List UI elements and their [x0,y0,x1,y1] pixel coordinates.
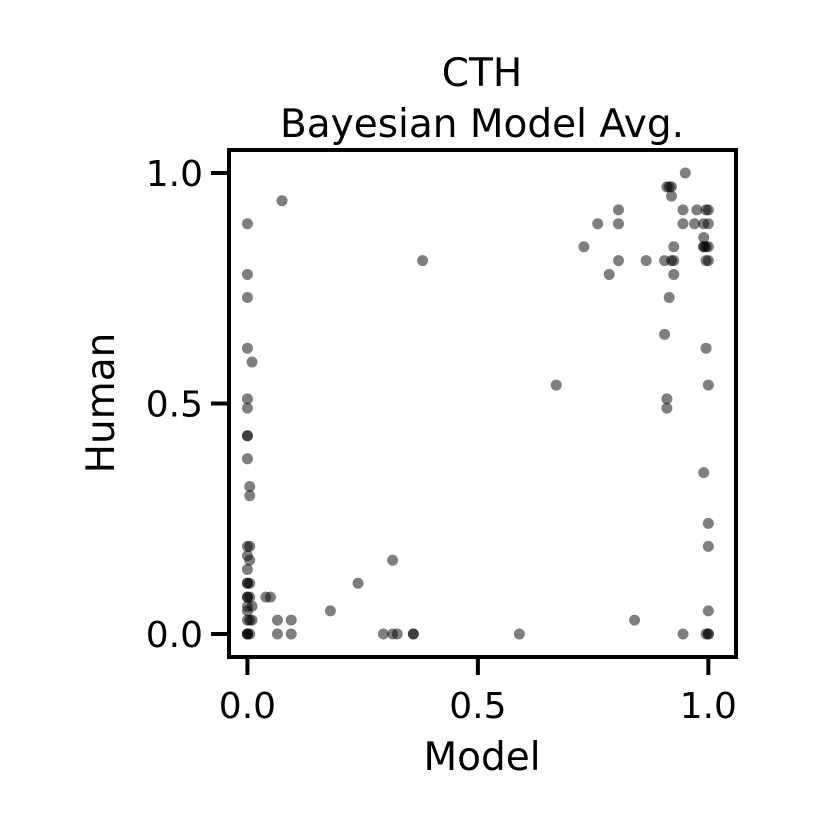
data-point [246,614,258,626]
data-point [285,614,297,626]
data-point [612,218,624,230]
data-point [702,517,714,529]
chart-subtitle: Bayesian Model Avg. [280,102,684,147]
data-point [241,628,253,640]
data-point [702,540,714,552]
data-point [513,628,525,640]
data-point [352,577,364,589]
data-point [677,204,689,216]
data-point [702,379,714,391]
data-point [324,605,336,617]
data-point [285,628,297,640]
data-point [578,241,590,253]
data-point [276,195,288,207]
data-point [241,591,253,603]
data-point [665,190,677,202]
data-point [702,255,714,267]
data-point [271,628,283,640]
data-point [387,554,399,566]
data-point [246,356,258,368]
y-tick-label: 1.0 [146,154,203,195]
data-point [603,268,615,280]
chart-title: CTH [442,51,522,96]
data-point [244,554,256,566]
x-axis-label: Model [423,735,540,780]
data-point [702,218,714,230]
y-tick-label: 0.0 [146,615,203,656]
data-point [241,342,253,354]
plot-frame [227,148,738,659]
data-point [668,268,680,280]
data-point [241,563,253,575]
data-point [668,241,680,253]
data-point [702,605,714,617]
data-point [668,255,680,267]
data-point [677,628,689,640]
data-point [659,328,671,340]
data-point [391,628,403,640]
data-point [241,577,253,589]
data-point [417,255,429,267]
x-tick-label: 1.0 [680,686,737,727]
y-axis-label: Human [79,333,124,474]
data-point [241,402,253,414]
data-point [698,467,710,479]
data-point [241,430,253,442]
data-point [700,204,712,216]
data-points [241,167,714,640]
data-point [665,181,677,193]
data-point [377,628,389,640]
data-point [677,218,689,230]
data-point [689,218,701,230]
data-point [702,628,714,640]
data-point [629,614,641,626]
data-point [612,255,624,267]
data-point [244,480,256,492]
data-point [700,342,712,354]
x-tick-label: 0.5 [449,686,506,727]
data-point [244,540,256,552]
data-point [241,393,253,405]
y-tick-label: 0.5 [146,385,203,426]
data-point [241,453,253,465]
data-point [679,167,691,179]
data-point [702,241,714,253]
data-point [264,591,276,603]
data-point [661,393,673,405]
data-point [661,402,673,414]
data-point [640,255,652,267]
data-point [663,291,675,303]
data-point [698,232,710,244]
y-axis-ticks: 0.0 0.5 1.0 [146,154,229,656]
data-point [241,218,253,230]
data-point [612,204,624,216]
data-point [691,204,703,216]
data-point [407,628,419,640]
x-axis-ticks: 0.0 0.5 1.0 [219,657,737,727]
data-point [271,614,283,626]
data-point [244,490,256,502]
data-point [592,218,604,230]
data-point [241,291,253,303]
x-tick-label: 0.0 [219,686,276,727]
data-point [241,268,253,280]
data-point [241,605,253,617]
data-point [550,379,562,391]
